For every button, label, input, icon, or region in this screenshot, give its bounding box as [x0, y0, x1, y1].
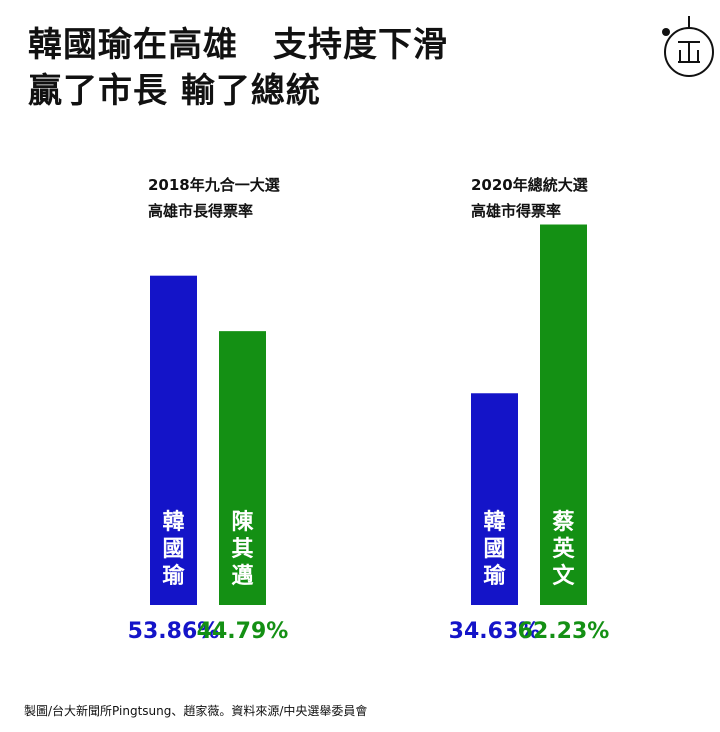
chart1-title: 2018年九合一大選 [148, 176, 280, 194]
bar-2-2 [540, 224, 587, 605]
chart1-titles: 2018年九合一大選 高雄市長得票率 [148, 172, 280, 224]
chart2-titles: 2020年總統大選 高雄市得票率 [471, 172, 588, 224]
headline-line-2: 贏了市長 輸了總統 [28, 71, 321, 111]
value-label-1-1: 53.86% [128, 619, 220, 644]
bar-label-1-2-3: 邁 [231, 563, 253, 589]
value-label-2-1: 34.63% [449, 619, 541, 644]
bar-label-1-1-2: 國 [162, 537, 184, 562]
theinitium-logo-icon [662, 16, 714, 77]
bar-label-2-2-1: 蔡 [551, 510, 574, 535]
value-label-2-2: 62.23% [518, 619, 610, 644]
bar-label-2-1-3: 瑜 [483, 563, 506, 589]
headline: 韓國瑜在高雄 支持度下滑 贏了市長 輸了總統 [28, 22, 448, 114]
bar-label-2-1-2: 國 [483, 537, 505, 562]
chart1-subtitle: 高雄市長得票率 [148, 202, 254, 220]
value-label-1-2: 44.79% [197, 619, 289, 644]
bar-label-2-1-1: 韓 [483, 509, 505, 535]
bar-2-1 [471, 393, 518, 605]
bar-label-1-1-3: 瑜 [162, 563, 185, 589]
bar-label-1-2-2: 其 [231, 537, 253, 562]
bar-label-1-2-1: 陳 [231, 509, 254, 535]
bar-label-2-2-3: 文 [552, 563, 575, 589]
chart2-subtitle: 高雄市得票率 [471, 202, 562, 220]
chart2-title: 2020年總統大選 [471, 176, 588, 194]
bar-1-2 [219, 331, 266, 605]
bar-label-1-1-1: 韓 [162, 509, 184, 535]
headline-line-1: 韓國瑜在高雄 支持度下滑 [28, 25, 448, 65]
bar-1-1 [150, 275, 197, 605]
source-note: 製圖/台大新聞所Pingtsung、趙家薇。資料來源/中央選舉委員會 [24, 704, 368, 718]
bar-label-2-2-2: 英 [552, 537, 575, 562]
